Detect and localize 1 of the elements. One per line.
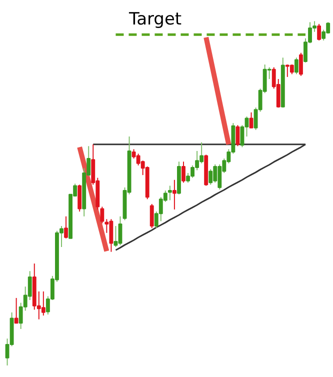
annotation: Target [128, 10, 182, 30]
